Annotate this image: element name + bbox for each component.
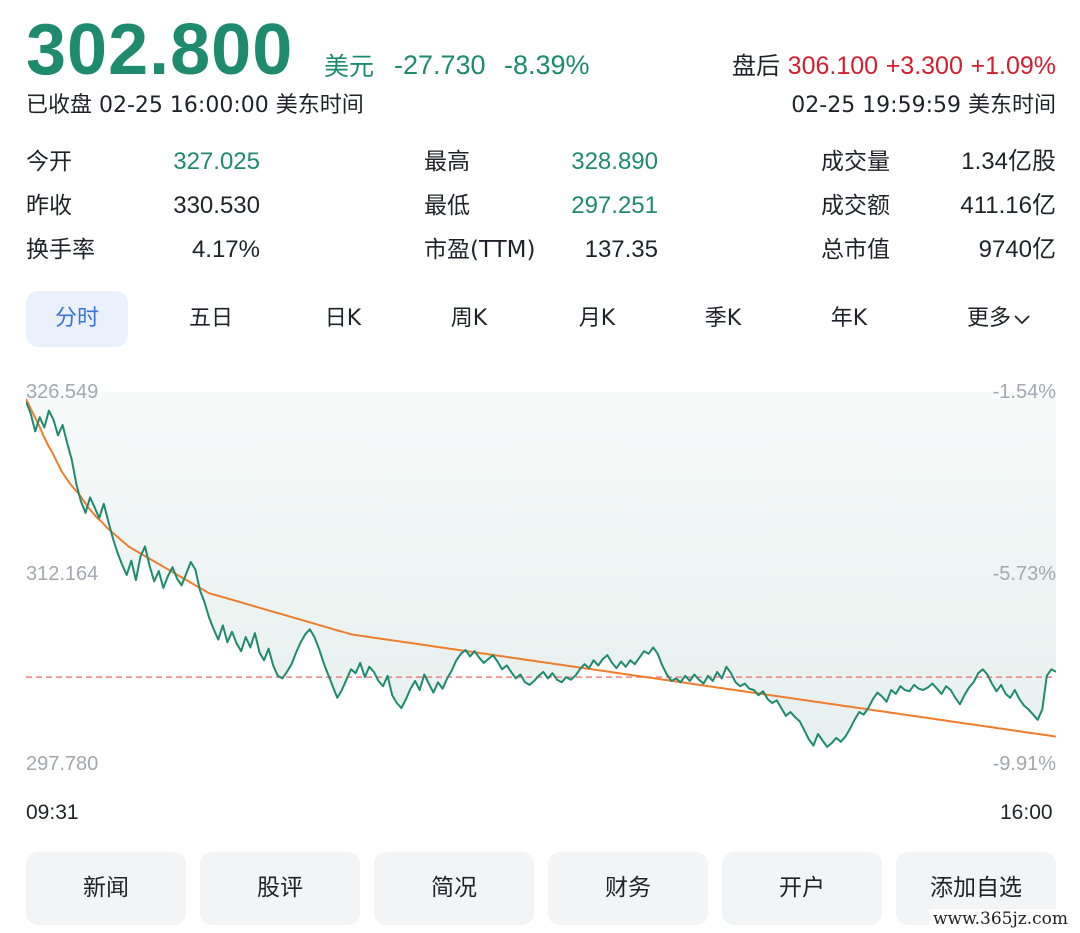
tab-monthly-k[interactable]: 月K [578, 306, 616, 331]
average-price-line [26, 398, 1056, 738]
watermark: www.365jz.com [929, 909, 1072, 929]
stat-value-low: 297.251 [571, 192, 658, 219]
stat-label-prev-close: 昨收 [26, 193, 72, 219]
news-button[interactable]: 新闻 [26, 852, 186, 925]
stat-label-open: 今开 [26, 149, 72, 175]
tab-yearly-k[interactable]: 年K [830, 306, 868, 331]
price-area-fill [26, 392, 1056, 747]
currency-label: 美元 [324, 52, 375, 81]
y-price-label-bottom: 297.780 [26, 753, 99, 775]
tab-weekly-k[interactable]: 周K [450, 306, 488, 331]
chart-period-tabs: 分时 五日 日K 周K 月K 季K 年K 更多 [26, 291, 1056, 347]
y-pct-label-bottom: -9.91% [992, 753, 1056, 775]
stat-label-low: 最低 [424, 193, 470, 219]
y-price-label-mid: 312.164 [26, 563, 99, 585]
price-change-pct: -8.39% [504, 50, 590, 80]
stat-value-turnover: 411.16亿 [960, 192, 1056, 219]
chart-canvas [26, 392, 1056, 748]
comments-button[interactable]: 股评 [200, 852, 360, 925]
stat-value-high: 328.890 [571, 148, 658, 175]
bottom-action-bar: 新闻 股评 简况 财务 开户 添加自选 [26, 852, 1056, 925]
tab-more-label: 更多 [966, 306, 1011, 331]
after-hours-label: 盘后 [732, 52, 781, 80]
tab-more[interactable]: 更多 [942, 291, 1056, 347]
price-change: -27.730 [394, 50, 486, 80]
y-pct-label-top: -1.54% [992, 381, 1056, 403]
current-price: 302.800 [26, 10, 294, 90]
stat-label-market-cap: 总市值 [821, 237, 890, 263]
financials-button[interactable]: 财务 [548, 852, 708, 925]
y-price-label-top: 326.549 [26, 381, 99, 403]
after-hours-pct: +1.09% [970, 52, 1057, 80]
after-hours-price: 306.100 [787, 52, 879, 80]
quote-header: 302.800 美元 -27.730 -8.39% 已收盘 02-25 16:0… [26, 8, 1056, 128]
tab-intraday[interactable]: 分时 [26, 291, 128, 347]
tab-daily-k[interactable]: 日K [324, 306, 362, 331]
profile-button[interactable]: 简况 [374, 852, 534, 925]
stat-value-turnover-rate: 4.17% [191, 236, 260, 263]
stats-grid: 今开 327.025 最高 328.890 成交量 1.34亿股 昨收 330.… [26, 140, 1056, 276]
intraday-chart[interactable]: 326.549 312.164 297.780 -1.54% -5.73% -9… [26, 372, 1056, 792]
price-line [26, 401, 1056, 748]
x-label-end: 16:00 [1000, 801, 1053, 824]
x-label-start: 09:31 [26, 801, 79, 824]
after-hours-change: +3.300 [885, 52, 963, 80]
market-status: 已收盘 02-25 16:00:00 美东时间 [26, 93, 364, 118]
stat-value-pe: 137.35 [584, 236, 658, 263]
chevron-down-icon [1014, 315, 1030, 325]
stat-label-turnover: 成交额 [821, 193, 890, 219]
stat-value-market-cap: 9740亿 [978, 236, 1056, 263]
open-account-button[interactable]: 开户 [722, 852, 882, 925]
stat-value-open: 327.025 [173, 148, 260, 175]
y-pct-label-mid: -5.73% [992, 563, 1056, 585]
stat-value-prev-close: 330.530 [173, 192, 260, 219]
after-hours-time: 02-25 19:59:59 美东时间 [791, 93, 1056, 118]
stat-label-high: 最高 [424, 149, 470, 175]
stat-label-volume: 成交量 [821, 149, 890, 175]
tab-quarterly-k[interactable]: 季K [704, 306, 742, 331]
stat-label-pe: 市盈(TTM) [424, 237, 536, 263]
tab-five-day[interactable]: 五日 [188, 306, 233, 331]
stat-label-turnover-rate: 换手率 [26, 237, 95, 263]
after-hours-quote: 盘后 306.100 +3.300 +1.09% [732, 51, 1056, 81]
stat-value-volume: 1.34亿股 [961, 148, 1056, 175]
